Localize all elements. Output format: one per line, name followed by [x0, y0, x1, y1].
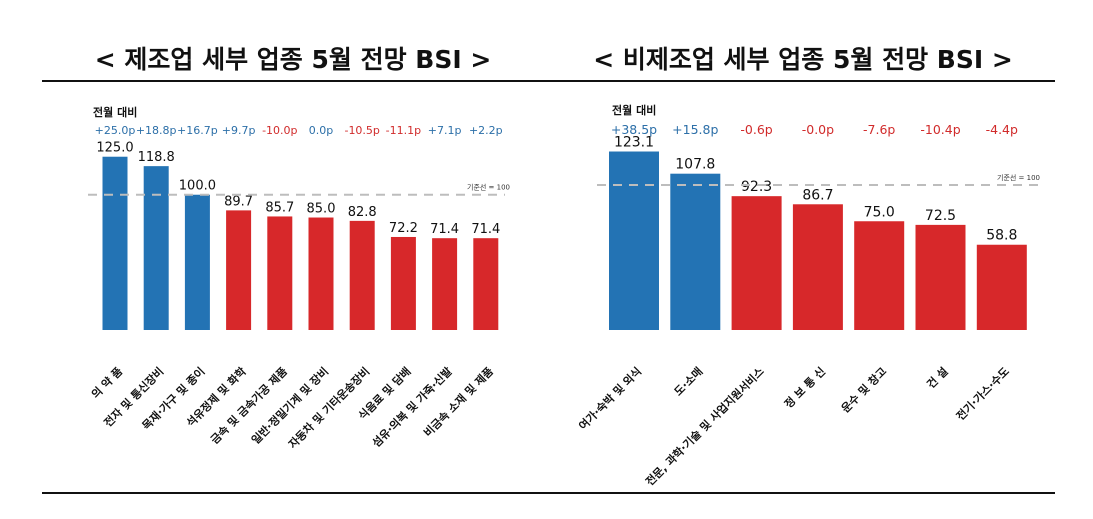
category-label: 정 보 통 신	[781, 364, 828, 411]
bar	[609, 151, 659, 330]
value-label: 85.0	[307, 202, 336, 217]
change-label: +18.8p	[136, 124, 177, 137]
reference-label: 기준선 = 100	[997, 173, 1040, 182]
change-label: -10.4p	[920, 122, 960, 137]
change-label: +38.5p	[611, 122, 657, 137]
change-header: 전월 대비	[612, 103, 656, 117]
change-label: -4.4p	[986, 122, 1018, 137]
value-label: 86.7	[802, 187, 833, 203]
value-label: 72.2	[389, 221, 418, 236]
change-label: -10.0p	[262, 124, 297, 137]
manufacturing-chart-title: < 제조업 세부 업종 5월 전망 BSI >	[94, 45, 492, 74]
category-label: 여가·숙박 및 외식	[576, 364, 644, 432]
bar	[102, 156, 128, 330]
change-label: +15.8p	[672, 122, 718, 137]
bar	[184, 194, 210, 330]
category-label: 건 설	[924, 364, 951, 391]
category-label: 자동차 및 기타운송장비	[285, 364, 372, 451]
value-label: 71.4	[430, 222, 459, 237]
category-label: 금속 및 금속가공 제품	[207, 364, 289, 446]
value-label: 123.1	[614, 135, 654, 151]
bar	[473, 238, 499, 330]
nonmanufacturing-chart-title: < 비제조업 세부 업종 5월 전망 BSI >	[593, 45, 1013, 74]
value-label: 100.0	[179, 179, 216, 194]
value-label: 92.3	[741, 179, 772, 195]
change-label: -0.6p	[740, 122, 772, 137]
change-label: -0.0p	[802, 122, 834, 137]
change-label: -10.5p	[344, 124, 379, 137]
value-label: 71.4	[471, 222, 500, 237]
value-label: 118.8	[138, 150, 175, 165]
value-label: 107.8	[675, 157, 715, 173]
change-header: 전월 대비	[93, 105, 137, 119]
change-label: +25.0p	[95, 124, 136, 137]
change-label: +2.2p	[469, 124, 503, 137]
bar	[267, 216, 293, 330]
value-label: 85.7	[265, 200, 294, 215]
change-label: +7.1p	[428, 124, 462, 137]
bar	[432, 238, 458, 330]
bar	[226, 210, 252, 330]
value-label: 82.8	[348, 205, 377, 220]
change-label: -11.1p	[386, 124, 421, 137]
bar	[976, 244, 1027, 330]
bar	[792, 204, 843, 330]
bar	[915, 224, 966, 330]
category-label: 운수 및 창고	[838, 364, 889, 415]
category-label: 전문, 과학·기술 및 사업지원서비스	[643, 364, 767, 488]
value-label: 75.0	[864, 204, 895, 220]
bar	[308, 217, 334, 330]
category-label: 도·소매	[671, 364, 705, 398]
top-divider	[42, 80, 1055, 82]
bar	[670, 173, 721, 330]
value-label: 89.7	[224, 194, 253, 209]
change-label: -7.6p	[863, 122, 895, 137]
change-label: +16.7p	[177, 124, 218, 137]
reference-label: 기준선 = 100	[467, 183, 510, 192]
value-label: 72.5	[925, 208, 956, 224]
bar	[854, 221, 905, 330]
bar	[143, 166, 169, 330]
value-label: 58.8	[986, 228, 1017, 244]
value-label: 125.0	[96, 141, 133, 156]
category-label: 의 약 품	[88, 364, 125, 401]
change-label: 0.0p	[309, 124, 333, 137]
bar	[390, 236, 416, 330]
change-label: +9.7p	[222, 124, 256, 137]
bar	[731, 196, 782, 330]
category-label: 전기·가스·수도	[953, 364, 1012, 423]
bar	[349, 220, 375, 330]
category-label: 섬유·의복 및 가죽·신발	[369, 364, 455, 450]
category-label: 비금속 소재 및 제품	[421, 364, 496, 439]
category-label: 일반·정밀기계 및 장비	[248, 364, 331, 447]
bottom-divider	[42, 492, 1055, 494]
